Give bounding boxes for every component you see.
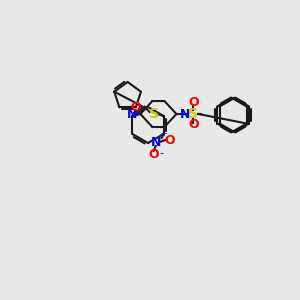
Text: +: + <box>160 129 167 138</box>
Text: N: N <box>127 107 137 121</box>
Text: N: N <box>179 107 190 121</box>
Text: O: O <box>148 148 159 161</box>
Text: O: O <box>164 134 175 146</box>
Text: S: S <box>148 107 159 121</box>
Text: O: O <box>188 97 199 110</box>
Text: -: - <box>160 148 164 158</box>
Text: S: S <box>188 107 198 121</box>
Text: O: O <box>130 101 141 114</box>
Text: N: N <box>150 136 161 148</box>
Text: O: O <box>188 118 199 131</box>
